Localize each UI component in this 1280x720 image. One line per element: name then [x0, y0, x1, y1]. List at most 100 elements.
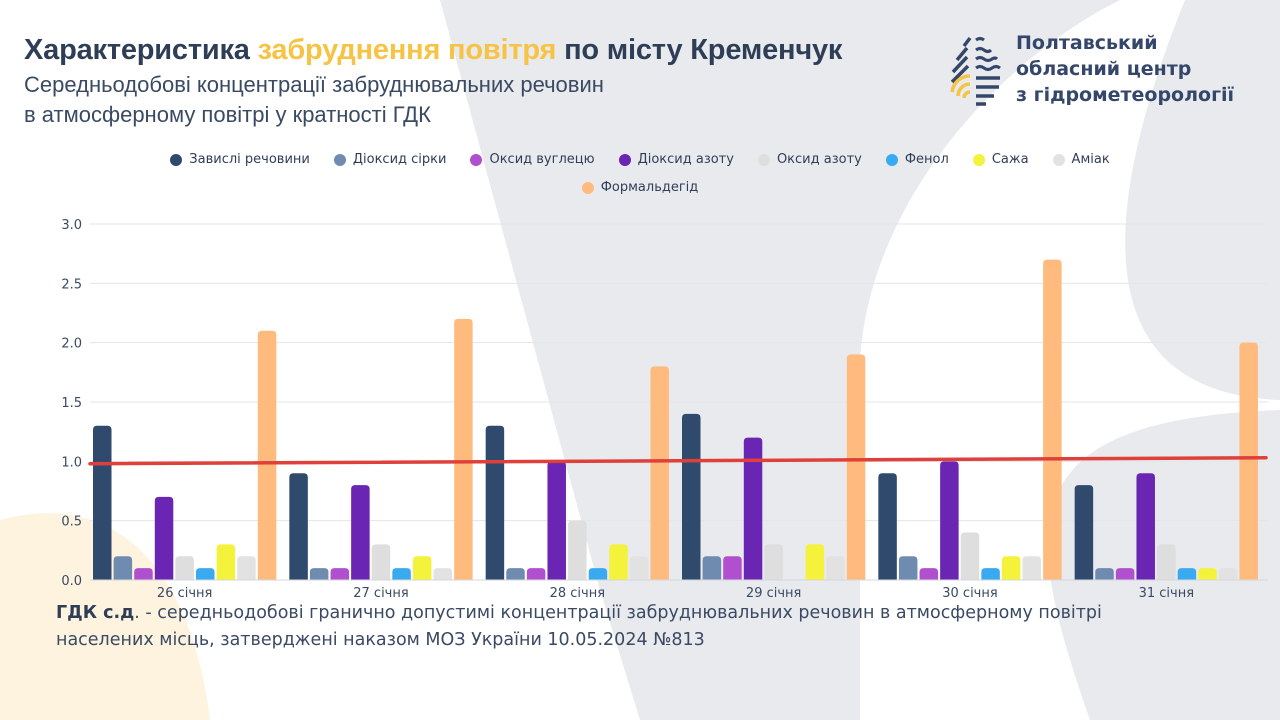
bar[interactable] [588, 568, 608, 580]
title-highlight: забруднення повітря [257, 34, 557, 66]
bar[interactable] [257, 330, 277, 580]
title-part-1: Характеристика [24, 34, 258, 66]
bar[interactable] [743, 437, 763, 580]
legend-dot-icon [170, 153, 183, 166]
bar[interactable] [878, 473, 897, 580]
footnote-line-1: ГДК с.д. - середньодобові гранично допус… [56, 600, 1102, 627]
bar[interactable] [433, 568, 453, 580]
bar[interactable] [506, 568, 525, 580]
bar[interactable] [351, 485, 370, 580]
bar[interactable] [1157, 544, 1176, 580]
organization-name: Полтавський обласний центр з гідрометеор… [1016, 30, 1234, 108]
bar[interactable] [805, 544, 825, 580]
x-tick-label: 26 січня [157, 586, 212, 600]
legend-label: Оксид азоту [776, 152, 862, 167]
bar[interactable] [1074, 485, 1094, 580]
bar[interactable] [216, 544, 236, 580]
bar[interactable] [330, 568, 350, 580]
bar[interactable] [113, 556, 133, 580]
legend-item[interactable]: Діоксид азоту [618, 152, 734, 167]
bar[interactable] [454, 318, 473, 580]
bar[interactable] [412, 556, 432, 580]
bar[interactable] [702, 556, 722, 580]
legend-dot-icon [333, 153, 346, 166]
background-accent-arc [0, 513, 210, 720]
legend-item[interactable]: Оксид азоту [757, 152, 862, 167]
bar[interactable] [526, 568, 546, 580]
bar[interactable] [826, 556, 845, 580]
legend-dot-icon [972, 153, 985, 166]
legend-label: Оксид вуглецю [489, 152, 595, 167]
bar[interactable] [1218, 568, 1238, 580]
bar[interactable] [196, 568, 215, 580]
bar[interactable] [392, 568, 411, 580]
legend-dot-icon [470, 153, 483, 166]
bar[interactable] [1022, 556, 1042, 580]
footnote-term: ГДК с.д [56, 603, 135, 623]
bar[interactable] [650, 366, 669, 580]
bar[interactable] [134, 568, 153, 580]
legend-item[interactable]: Фенол [885, 152, 949, 167]
legend-dot-icon [581, 181, 594, 194]
x-tick-label: 31 січня [1139, 586, 1194, 600]
legend-item[interactable]: Діоксид сірки [333, 152, 447, 167]
y-tick-label: 1.0 [61, 455, 82, 470]
bar[interactable] [1043, 259, 1062, 580]
bar[interactable] [723, 556, 742, 580]
legend-label: Діоксид сірки [352, 152, 447, 167]
bar[interactable] [1001, 556, 1021, 580]
background-swoosh-right [1047, 0, 1280, 720]
bar[interactable] [154, 496, 174, 580]
bar[interactable] [175, 556, 194, 580]
bar[interactable] [682, 413, 701, 580]
bar[interactable] [289, 473, 308, 580]
bar[interactable] [629, 556, 649, 580]
footnote-line-1-text: . - середньодобові гранично допустимі ко… [134, 603, 1102, 623]
bar[interactable] [898, 556, 918, 580]
page-title: Характеристика забруднення повітря по мі… [24, 34, 842, 67]
bar[interactable] [981, 568, 1000, 580]
bar[interactable] [1198, 568, 1217, 580]
legend-item[interactable]: Оксид вуглецю [470, 152, 595, 167]
bar[interactable] [1136, 473, 1155, 580]
bar[interactable] [568, 520, 587, 580]
subtitle-line-1: Середньодобові концентрації забруднюваль… [24, 72, 604, 97]
page-subtitle: Середньодобові концентрації забруднюваль… [24, 70, 604, 130]
bar[interactable] [547, 461, 566, 580]
bar[interactable] [485, 425, 505, 580]
legend-label: Фенол [904, 152, 949, 167]
legend-item[interactable]: Сажа [972, 152, 1029, 167]
footnote: ГДК с.д. - середньодобові гранично допус… [56, 600, 1102, 654]
legend-item[interactable]: Формальдегід [581, 180, 699, 195]
bar[interactable] [1115, 568, 1135, 580]
bar[interactable] [309, 568, 329, 580]
bar[interactable] [237, 556, 256, 580]
bar[interactable] [609, 544, 628, 580]
legend-label: Завислі речовини [189, 152, 310, 167]
bar[interactable] [1239, 342, 1258, 580]
bar[interactable] [371, 544, 391, 580]
bar[interactable] [1095, 568, 1114, 580]
x-tick-label: 30 січня [942, 586, 997, 600]
legend-item[interactable]: Завислі речовини [170, 152, 310, 167]
water-drop-logo-icon [950, 36, 1001, 106]
x-tick-label: 27 січня [353, 586, 408, 600]
legend-label: Формальдегід [600, 180, 699, 195]
bar[interactable] [960, 532, 980, 580]
legend-item[interactable]: Аміак [1052, 152, 1110, 167]
bar[interactable] [919, 568, 939, 580]
y-tick-label: 0.0 [61, 574, 82, 589]
bar[interactable] [846, 354, 866, 580]
y-tick-label: 2.5 [61, 277, 82, 292]
bar[interactable] [1177, 568, 1197, 580]
bar[interactable] [93, 425, 112, 580]
y-tick-label: 0.5 [61, 515, 82, 530]
legend-row-2: Формальдегід [140, 180, 1140, 195]
bar[interactable] [764, 544, 783, 580]
legend-label: Сажа [991, 152, 1029, 167]
x-tick-label: 29 січня [746, 586, 801, 600]
y-tick-label: 2.0 [61, 337, 82, 352]
bar[interactable] [940, 461, 959, 580]
legend-row-1: Завислі речовини Діоксид сірки Оксид вугле… [140, 152, 1140, 167]
y-tick-label: 3.0 [61, 218, 82, 233]
